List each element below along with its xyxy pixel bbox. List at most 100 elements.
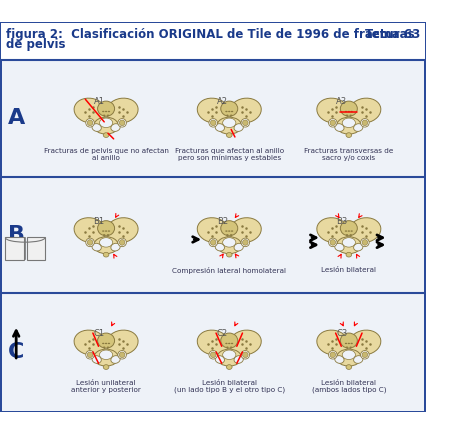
Ellipse shape [229,218,261,243]
Ellipse shape [340,333,357,348]
Ellipse shape [350,230,353,232]
Ellipse shape [335,355,344,363]
Ellipse shape [354,355,363,363]
Text: B3: B3 [336,217,347,226]
Ellipse shape [349,346,352,348]
Ellipse shape [215,355,225,363]
Ellipse shape [342,350,356,359]
Ellipse shape [210,120,216,126]
Text: Fracturas transversas de
sacro y/o coxis: Fracturas transversas de sacro y/o coxis [304,148,393,161]
Ellipse shape [86,238,94,247]
Ellipse shape [221,333,238,348]
Ellipse shape [221,101,238,116]
Ellipse shape [349,98,381,123]
Ellipse shape [228,111,230,112]
Ellipse shape [119,120,125,126]
Ellipse shape [98,220,115,236]
Ellipse shape [347,343,350,344]
Ellipse shape [243,240,248,245]
Ellipse shape [349,234,352,236]
Ellipse shape [227,365,232,369]
Ellipse shape [94,117,118,134]
Ellipse shape [243,120,248,126]
Ellipse shape [241,238,249,247]
Ellipse shape [197,330,229,355]
Ellipse shape [102,230,104,232]
Ellipse shape [217,117,242,134]
Ellipse shape [350,343,353,344]
Ellipse shape [361,238,369,247]
Ellipse shape [342,118,356,128]
Ellipse shape [103,115,105,116]
Ellipse shape [215,243,225,251]
Ellipse shape [346,115,348,116]
Ellipse shape [118,118,127,127]
Ellipse shape [111,355,120,363]
Text: B2: B2 [217,217,228,226]
Ellipse shape [347,230,350,232]
Ellipse shape [103,346,105,348]
Ellipse shape [328,238,337,247]
Ellipse shape [243,352,248,358]
Ellipse shape [106,330,138,355]
Ellipse shape [98,101,115,116]
Text: B1: B1 [93,217,105,226]
Text: Lesión bilateral
(un lado tipo B y el otro tipo C): Lesión bilateral (un lado tipo B y el ot… [173,380,285,393]
Ellipse shape [94,349,118,366]
Ellipse shape [223,238,236,247]
Ellipse shape [231,343,233,344]
Ellipse shape [210,240,216,245]
Ellipse shape [226,115,228,116]
Ellipse shape [217,237,242,254]
Ellipse shape [108,230,110,232]
Ellipse shape [354,124,363,132]
Ellipse shape [225,343,228,344]
Text: C1: C1 [93,329,105,339]
Ellipse shape [347,111,350,112]
Ellipse shape [87,120,93,126]
Text: A1: A1 [93,97,104,106]
Ellipse shape [346,346,348,348]
Ellipse shape [335,124,344,132]
Ellipse shape [346,252,352,257]
Ellipse shape [105,111,107,112]
Ellipse shape [119,240,125,245]
Ellipse shape [234,355,243,363]
Ellipse shape [231,230,233,232]
Ellipse shape [223,350,236,359]
Ellipse shape [105,230,107,232]
Text: figura 2:  Clasificación ORIGINAL de Tile de 1996 de fracturas: figura 2: Clasificación ORIGINAL de Tile… [6,28,415,41]
Ellipse shape [229,330,261,355]
Ellipse shape [217,349,242,366]
Bar [2,177,424,293]
Ellipse shape [354,243,363,251]
Ellipse shape [92,355,101,363]
Bar [2,293,424,411]
Ellipse shape [328,351,337,359]
Text: Fracturas que afectan al anillo
pero son mínimas y estables: Fracturas que afectan al anillo pero son… [175,148,284,161]
Ellipse shape [107,115,109,116]
Ellipse shape [105,343,107,344]
Ellipse shape [92,124,101,132]
Ellipse shape [226,346,228,348]
Ellipse shape [228,230,230,232]
Ellipse shape [87,240,93,245]
Ellipse shape [349,115,352,116]
Ellipse shape [362,120,368,126]
Ellipse shape [346,133,352,138]
Ellipse shape [330,240,336,245]
Ellipse shape [210,352,216,358]
Text: A2: A2 [217,97,228,106]
Ellipse shape [342,238,356,247]
Text: B: B [8,225,25,245]
Ellipse shape [227,133,232,138]
Ellipse shape [209,238,218,247]
Ellipse shape [100,238,113,247]
Ellipse shape [102,343,104,344]
Text: C3: C3 [336,329,347,339]
Ellipse shape [361,118,369,127]
Ellipse shape [103,234,105,236]
Ellipse shape [361,351,369,359]
Ellipse shape [228,343,230,344]
Ellipse shape [330,352,336,358]
